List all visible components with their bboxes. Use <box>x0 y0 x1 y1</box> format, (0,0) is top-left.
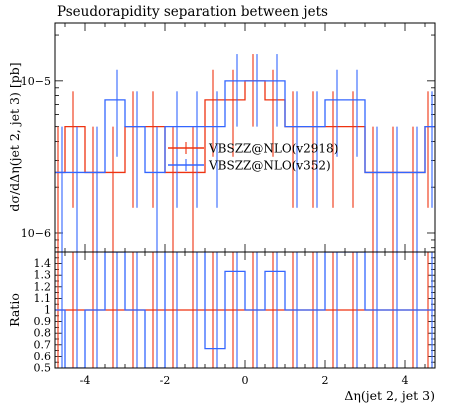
y-tick-label: 10−6 <box>21 227 51 240</box>
ratio-tick-label: 0.9 <box>34 315 52 328</box>
series-2-ratio <box>55 252 435 368</box>
x-axis-label: Δη(jet 2, jet 3) <box>344 388 435 403</box>
ratio-tick-label: 0.6 <box>34 350 52 363</box>
legend: VBSZZ@NLO(v2918) VBSZZ@NLO(v352) <box>168 142 338 173</box>
x-tick-label: 4 <box>402 374 409 387</box>
x-tick-label: 2 <box>322 374 329 387</box>
chart-title: Pseudorapidity separation between jets <box>57 4 328 20</box>
main-histograms <box>55 54 435 252</box>
series-2-histogram <box>55 54 435 252</box>
ratio-tick-label: 1.2 <box>34 280 52 293</box>
ratio-tick-label: 1.1 <box>34 292 52 305</box>
main-y-ticks: 10−5 10−6 <box>21 34 435 249</box>
x-ticks: -4 -2 0 2 4 <box>64 23 426 387</box>
ratio-tick-label: 0.7 <box>34 338 52 351</box>
ratio-tick-label: 0.8 <box>34 327 52 340</box>
ratio-tick-label: 0.5 <box>34 362 52 375</box>
x-tick-label: -2 <box>160 374 171 387</box>
y-tick-label: 10−5 <box>21 75 51 88</box>
ratio-axis-label: Ratio <box>7 293 22 327</box>
main-plot-frame <box>54 22 436 253</box>
ratio-tick-label: 1.3 <box>34 269 52 282</box>
x-tick-label: -4 <box>80 374 91 387</box>
ratio-tick-label: 1.4 <box>34 257 52 270</box>
ratio-y-ticks: 0.50.60.70.80.911.11.21.31.4 <box>34 251 435 375</box>
legend-entry: VBSZZ@NLO(v2918) <box>208 142 338 156</box>
y-axis-label: dσ/dΔη(jet 2, jet 3) [pb] <box>7 62 22 211</box>
series-2-ratio-line <box>55 252 435 368</box>
series-1-histogram <box>55 54 435 252</box>
ratio-plot-frame <box>54 251 436 369</box>
series-2-line <box>55 80 435 174</box>
x-tick-label: 0 <box>242 374 249 387</box>
ratio-tick-label: 1 <box>44 304 51 317</box>
legend-entry: VBSZZ@NLO(v352) <box>208 159 331 173</box>
ratio-histograms <box>55 252 435 368</box>
